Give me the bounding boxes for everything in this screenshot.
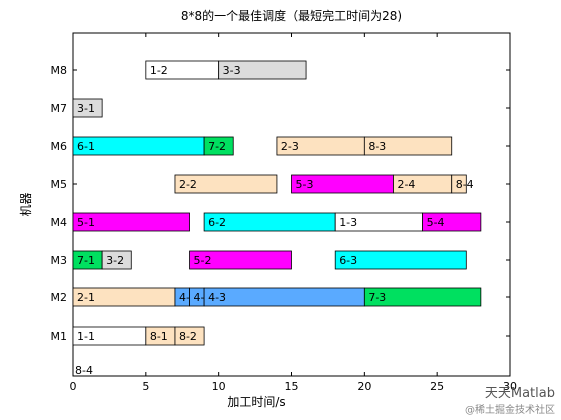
task-label: 5-3 (296, 178, 314, 191)
chart-title: 8*8的一个最佳调度（最短完工时间为28) (181, 8, 402, 23)
task-label: 2-1 (77, 291, 95, 304)
task-label: 5-4 (427, 216, 445, 229)
task-bar (334, 250, 467, 270)
task-label: 3-3 (223, 64, 241, 77)
task-label: 8-1 (150, 330, 168, 343)
watermark: 天天Matlab @稀土掘金技术社区 (465, 382, 555, 416)
y-tick-label: M2 (51, 291, 68, 304)
task-label: 1-1 (77, 330, 95, 343)
task-label: 5-1 (77, 216, 95, 229)
task-label: 5-2 (194, 254, 212, 267)
task-bar (363, 136, 453, 156)
x-tick-label: 10 (212, 380, 226, 393)
task-bar (101, 250, 132, 270)
watermark-line1: 天天Matlab (484, 386, 555, 401)
task-bar (189, 250, 292, 270)
y-tick-label: M4 (51, 216, 68, 229)
task-bar (203, 287, 365, 307)
x-tick-label: 30 (503, 380, 517, 393)
task-label: 7-1 (77, 254, 95, 267)
task-bar (72, 212, 190, 232)
task-bar (451, 174, 467, 194)
task-label: 8-3 (368, 140, 386, 153)
task-bar (203, 136, 234, 156)
task-label: 3-1 (77, 102, 95, 115)
overlap-label: 8-4 (75, 364, 93, 377)
task-bar (174, 174, 278, 194)
task-label: 6-3 (339, 254, 357, 267)
x-tick-label: 5 (142, 380, 149, 393)
x-tick-label: 15 (285, 380, 299, 393)
task-label: 6-2 (208, 216, 226, 229)
task-label: 2-3 (281, 140, 299, 153)
task-label: 8-2 (179, 330, 197, 343)
task-bar (422, 212, 482, 232)
plot-frame (72, 32, 511, 377)
y-tick-label: M3 (51, 254, 68, 267)
watermark-line2: @稀土掘金技术社区 (465, 405, 555, 416)
task-label: 8-4 (456, 178, 474, 191)
task-bar (218, 60, 307, 80)
task-label: 6-1 (77, 140, 95, 153)
task-label: 7-2 (208, 140, 226, 153)
task-label: 2-4 (397, 178, 415, 191)
task-bar (72, 98, 103, 118)
task-bar (174, 326, 205, 346)
task-label: 7-3 (368, 291, 386, 304)
y-tick-label: M5 (51, 178, 68, 191)
task-label: 1-2 (150, 64, 168, 77)
x-tick-label: 0 (70, 380, 77, 393)
y-tick-label: M7 (51, 102, 68, 115)
task-label: 4-3 (208, 291, 226, 304)
y-tick-label: M6 (51, 140, 68, 153)
task-bar (363, 287, 482, 307)
task-label: 3-2 (106, 254, 124, 267)
x-axis-label: 加工时间/s (227, 395, 285, 409)
y-tick-label: M1 (51, 330, 68, 343)
y-tick-label: M8 (51, 64, 68, 77)
task-label: 2-2 (179, 178, 197, 191)
x-tick-label: 25 (430, 380, 444, 393)
x-tick-label: 20 (357, 380, 371, 393)
task-label: 1-3 (339, 216, 357, 229)
y-axis-label: 机器 (19, 192, 33, 216)
